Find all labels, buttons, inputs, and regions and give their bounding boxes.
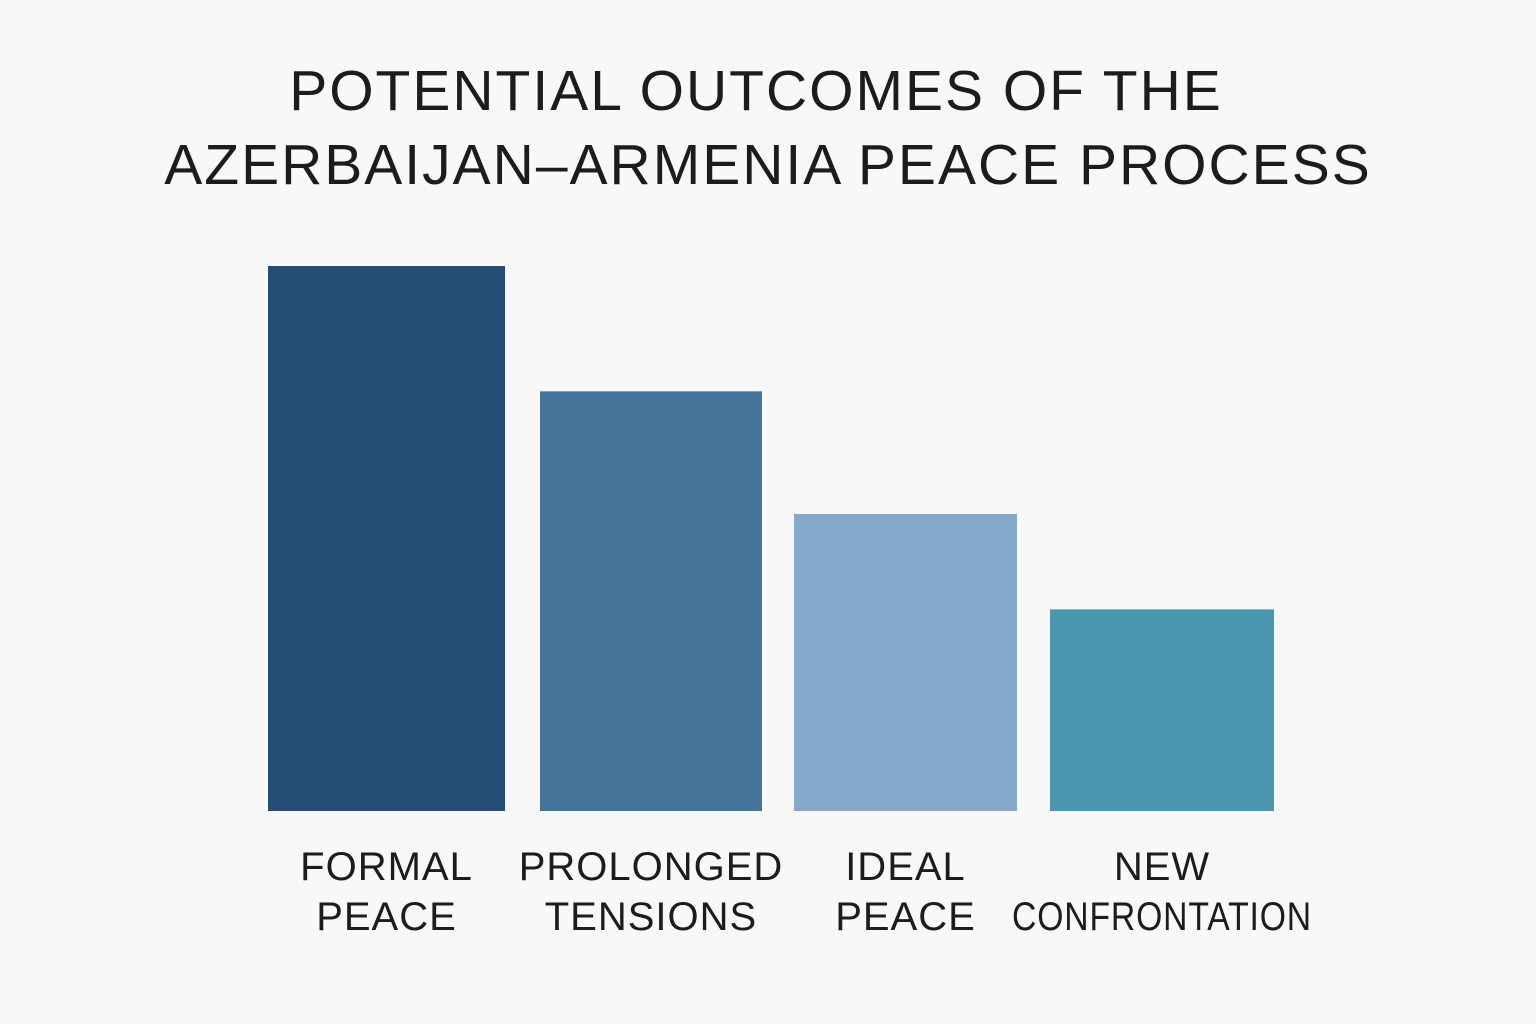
category-label-3-line-1: CONFRONTATION [1012,895,1312,939]
category-label-0-line-1: PEACE [316,895,457,939]
bar-2 [794,513,1017,811]
category-label-1-line-0: PROLONGED [519,845,784,889]
chart-title-line-2: AZERBAIJAN–ARMENIA PEACE PROCESS [164,133,1372,197]
bar-0 [268,266,505,811]
category-label-2-line-1: PEACE [835,895,976,939]
category-label-1-line-1: TENSIONS [545,895,757,939]
category-label-3-line-0: NEW [1114,845,1210,889]
bar-3 [1050,609,1274,811]
category-label-2-line-0: IDEAL [845,845,966,889]
bar-1 [540,391,762,811]
chart-title-line-1: POTENTIAL OUTCOMES OF THE [289,59,1223,123]
category-label-0-line-0: FORMAL [300,845,473,889]
chart-title: POTENTIAL OUTCOMES OF THE AZERBAIJAN–ARM… [0,54,1536,202]
